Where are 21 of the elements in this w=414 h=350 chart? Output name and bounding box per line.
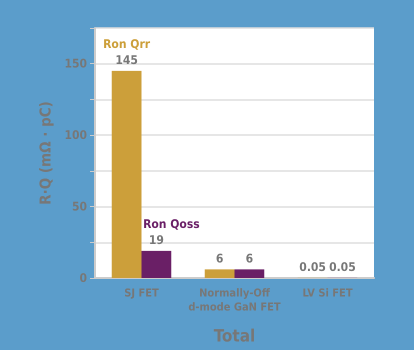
x-tick-label: Normally-Off d-mode GaN FET — [188, 286, 281, 314]
y-tick-label: 50 — [72, 200, 87, 214]
x-tick-label: LV Si FET — [302, 286, 353, 300]
y-axis-title: R·Q (mΩ · pC) — [36, 101, 54, 205]
bar — [204, 269, 234, 278]
data-label: 6 — [216, 251, 224, 266]
y-tick-label: 0 — [79, 271, 87, 285]
x-tick-label: SJ FET — [124, 286, 160, 300]
x-axis-title: Total — [214, 326, 256, 346]
bar — [112, 70, 142, 278]
data-label: 0.05 — [329, 260, 356, 274]
data-label: 6 — [246, 251, 254, 266]
series-label: Ron Qoss — [143, 216, 200, 231]
data-label: 19 — [148, 232, 164, 247]
series-label: Ron Qrr — [103, 36, 151, 51]
bar — [234, 269, 264, 278]
data-label: 145 — [115, 52, 138, 67]
y-tick-label: 150 — [64, 56, 87, 71]
y-tick-label: 100 — [64, 128, 87, 142]
data-label: 0.05 — [299, 260, 326, 274]
bar — [142, 250, 172, 278]
